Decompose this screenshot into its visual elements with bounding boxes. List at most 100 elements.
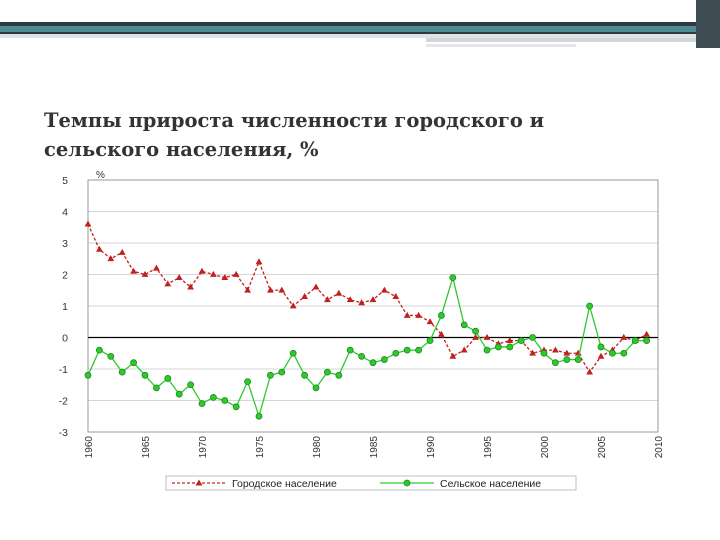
rural-point-1968 (175, 390, 183, 398)
rural-point-2002 (563, 356, 571, 363)
urban-point-1999 (529, 349, 536, 356)
urban-point-2005 (597, 352, 605, 359)
rural-point-2005 (597, 343, 605, 351)
x-axis-tick-labels: 1960 1965 1970 1975 1980 1985 1990 1995 2000 2005… (84, 436, 665, 459)
urban-point-1978 (289, 302, 297, 309)
rural-point-1969 (187, 381, 195, 389)
chart-series (84, 220, 650, 420)
urban-point-1987 (392, 292, 400, 299)
slide-title-line-1: Темпы прироста численности городского и (44, 109, 545, 132)
y-tick-label-4: 1 (62, 301, 68, 313)
urban-point-1970 (198, 267, 206, 274)
urban-point-1980 (312, 283, 320, 290)
rural-point-1982 (335, 371, 343, 379)
population-growth-chart: 5 4 3 2 1 0 -1 -2 -3 1960 1965 1970 1975 1980 1985 199… (59, 170, 665, 491)
rural-point-1999 (529, 334, 537, 341)
urban-point-2004 (586, 368, 593, 375)
x-tick-label-3: 1975 (255, 436, 266, 459)
slide-top-bar-corner-block (696, 0, 720, 48)
rural-point-1965 (141, 371, 149, 379)
rural-point-1978 (289, 349, 297, 357)
urban-point-1993 (460, 346, 468, 353)
rural-point-1995 (483, 346, 491, 354)
x-tick-label-10: 2010 (654, 436, 665, 459)
rural-point-2001 (552, 359, 559, 367)
x-tick-label-1: 1965 (141, 436, 152, 459)
urban-point-1963 (118, 248, 126, 255)
legend-rural-label: Сельское население (440, 478, 541, 490)
legend-box (165, 475, 577, 491)
rural-point-1966 (153, 384, 160, 392)
y-tick-label-2: 3 (62, 238, 68, 250)
rural-point-1988 (403, 346, 411, 354)
rural-point-2004 (586, 302, 593, 310)
rural-point-1998 (517, 337, 525, 345)
slide-top-bar (0, 0, 720, 48)
slide-title: Темпы прироста численности городского и … (44, 106, 644, 164)
rural-point-1961 (96, 346, 103, 354)
urban-point-2009 (643, 330, 650, 337)
y-tick-label-0: 5 (62, 175, 68, 187)
rural-point-2007 (620, 349, 628, 357)
urban-point-1965 (141, 270, 149, 277)
x-tick-label-2: 1970 (198, 436, 209, 459)
urban-point-1983 (346, 296, 354, 303)
y-tick-label-6: -1 (59, 364, 68, 376)
rural-point-1960 (84, 371, 92, 379)
rural-point-1989 (415, 346, 423, 354)
urban-point-1982 (335, 289, 343, 296)
urban-point-1984 (358, 299, 365, 306)
x-tick-label-4: 1980 (312, 436, 323, 459)
y-tick-label-3: 2 (62, 270, 68, 282)
rural-point-1979 (301, 371, 309, 379)
rural-point-1981 (323, 368, 331, 376)
urban-series-line (87, 223, 647, 374)
rural-point-1994 (472, 327, 480, 335)
urban-point-1992 (449, 352, 457, 359)
urban-point-1977 (278, 286, 286, 293)
rural-point-1984 (358, 352, 366, 360)
x-tick-label-0: 1960 (84, 436, 95, 459)
urban-point-1991 (438, 330, 445, 337)
rural-point-1983 (346, 346, 354, 354)
rural-point-1963 (118, 368, 126, 376)
y-axis-unit-label: % (96, 170, 105, 181)
rural-point-1986 (380, 356, 388, 363)
y-tick-label-5: 0 (62, 333, 68, 345)
urban-point-1968 (175, 274, 183, 281)
slide-decor-line (0, 34, 696, 38)
rural-point-1964 (130, 359, 137, 367)
rural-point-1962 (107, 352, 115, 360)
urban-point-1961 (96, 245, 103, 252)
slide-decor-line-shorter (426, 44, 576, 47)
x-tick-label-9: 2005 (597, 436, 608, 459)
urban-point-1995 (483, 333, 491, 340)
y-tick-label-8: -3 (59, 427, 68, 439)
rural-point-2009 (643, 337, 650, 345)
rural-point-1992 (449, 274, 457, 282)
slide-decor-line-short (426, 38, 696, 42)
x-tick-label-5: 1985 (369, 436, 380, 459)
x-tick-label-7: 1995 (483, 436, 494, 459)
urban-point-1988 (403, 311, 411, 318)
chart-grid (88, 211, 658, 401)
rural-point-2006 (609, 349, 616, 357)
urban-point-1986 (381, 286, 388, 293)
slide-title-line-2: сельского населения, % (44, 138, 319, 161)
rural-point-1991 (437, 312, 445, 319)
y-tick-label-1: 4 (62, 207, 68, 219)
urban-point-1962 (107, 255, 115, 262)
x-tick-label-6: 1990 (426, 436, 437, 459)
legend-rural-marker (403, 479, 411, 487)
rural-point-2000 (540, 349, 548, 357)
urban-point-1973 (232, 270, 240, 277)
legend-urban-marker (195, 479, 203, 486)
y-axis-tick-labels: 5 4 3 2 1 0 -1 -2 -3 (59, 175, 69, 439)
urban-point-1969 (187, 283, 194, 290)
urban-point-1960 (84, 220, 92, 227)
x-tick-label-8: 2000 (540, 436, 551, 459)
urban-point-1972 (221, 274, 229, 281)
rural-point-1967 (164, 375, 172, 382)
rural-point-1997 (506, 343, 514, 351)
slide-top-bar-teal-stripe (0, 26, 720, 32)
